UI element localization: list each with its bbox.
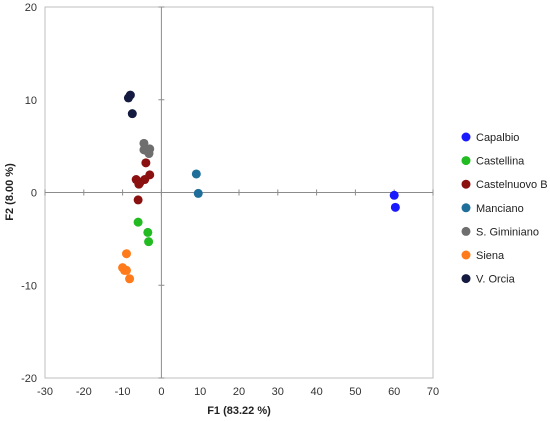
x-tick-label: 40: [310, 386, 322, 398]
x-tick-label: 50: [349, 386, 361, 398]
data-point: [389, 190, 399, 200]
data-point: [139, 138, 149, 148]
data-point: [141, 158, 151, 168]
data-point: [121, 249, 131, 259]
x-tick-labels: -30 -20 -10 0 10 20 30 40 50 60 70: [37, 386, 439, 398]
y-tick-label: -20: [21, 373, 37, 385]
data-point: [144, 149, 154, 159]
legend-marker: [461, 132, 471, 142]
data-point: [123, 93, 133, 103]
x-tick-label: 0: [158, 386, 164, 398]
legend-marker: [461, 226, 471, 236]
x-tick-label: 60: [388, 386, 400, 398]
y-tick-label: 10: [25, 95, 37, 107]
data-point: [133, 217, 143, 227]
legend-marker: [461, 274, 471, 284]
data-point: [144, 237, 154, 247]
legend-label: Castelnuovo B: [476, 179, 548, 191]
legend-label: V. Orcia: [476, 274, 516, 286]
y-axis-title: F2 (8.00 %): [4, 163, 16, 221]
data-point: [390, 202, 400, 212]
legend-label: Siena: [476, 250, 505, 262]
x-tick-label: 10: [194, 386, 206, 398]
data-point: [191, 169, 201, 179]
data-point: [133, 195, 143, 205]
data-point: [121, 265, 131, 275]
x-tick-label: 20: [233, 386, 245, 398]
x-tick-label: 70: [427, 386, 439, 398]
legend-marker: [461, 203, 471, 213]
x-tick-label: -30: [37, 386, 53, 398]
legend-marker: [461, 179, 471, 189]
points-layer: [118, 90, 400, 284]
data-point: [134, 179, 144, 189]
data-point: [125, 274, 135, 284]
legend: Capalbio Castellina Castelnuovo B Manciano S…: [461, 132, 548, 286]
data-point: [145, 170, 155, 180]
legend-label: S. Giminiano: [476, 226, 539, 238]
legend-label: Manciano: [476, 203, 524, 215]
y-tick-label: 20: [25, 2, 37, 14]
y-tick-label: 0: [31, 188, 37, 200]
x-tick-label: -20: [76, 386, 92, 398]
legend-label: Capalbio: [476, 132, 519, 144]
data-point: [143, 227, 153, 237]
x-tick-label: 30: [272, 386, 284, 398]
data-point: [127, 109, 137, 119]
y-tick-labels: -20 -10 0 10 20: [21, 2, 37, 385]
data-point: [193, 188, 203, 198]
x-tick-label: -10: [115, 386, 131, 398]
legend-marker: [461, 156, 471, 166]
legend-label: Castellina: [476, 156, 525, 168]
legend-marker: [461, 250, 471, 260]
y-tick-label: -10: [21, 280, 37, 292]
x-axis-title: F1 (83.22 %): [207, 405, 271, 417]
